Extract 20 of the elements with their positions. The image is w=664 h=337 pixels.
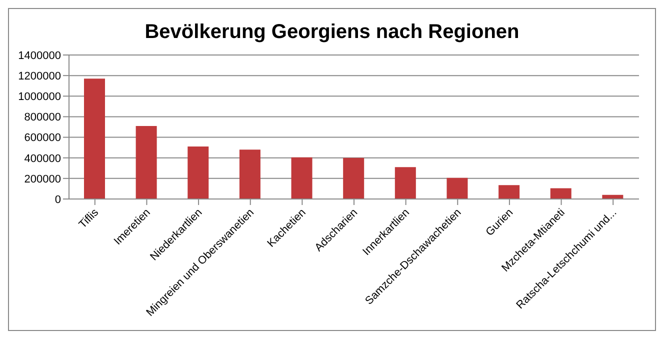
bar — [239, 150, 260, 199]
y-tick-label: 1200000 — [18, 70, 61, 82]
bar — [394, 167, 416, 199]
y-tick-label: 800000 — [24, 112, 61, 124]
x-tick-label: Tiflis — [76, 206, 102, 231]
bar — [291, 157, 312, 199]
y-tick-label: 0 — [54, 194, 61, 206]
y-tick-label: 200000 — [24, 173, 61, 186]
bar — [498, 185, 520, 199]
bar — [136, 126, 157, 199]
bar — [188, 146, 209, 199]
bar — [84, 78, 105, 199]
chart-title: Bevölkerung Georgiens nach Regionen — [144, 21, 520, 45]
y-tick-label: 400000 — [24, 152, 61, 165]
bar — [343, 158, 364, 199]
y-tick-label: 1400000 — [18, 50, 61, 62]
bar — [550, 188, 572, 199]
y-tick-label: 1000000 — [18, 91, 61, 104]
y-tick-label: 600000 — [24, 132, 61, 144]
bar — [446, 178, 468, 199]
